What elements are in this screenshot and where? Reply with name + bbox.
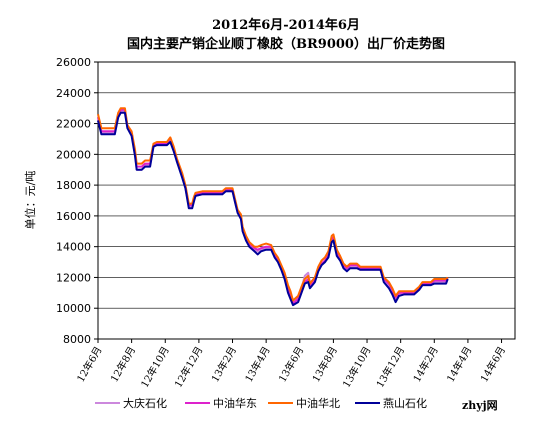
x-axis-ticks: 12年6月 12年8月 12年10月 12年12月 13年2月 13年4月 13年6月 13年…	[74, 339, 508, 390]
x-tick-label: 12年8月	[107, 344, 138, 384]
series-line	[97, 107, 449, 302]
y-tick-label: 18000	[56, 179, 91, 192]
x-tick-label: 12年6月	[74, 344, 105, 384]
x-tick-label: 14年4月	[444, 344, 475, 384]
x-tick-label: 14年2月	[410, 344, 441, 384]
legend-label: 大庆石化	[123, 396, 167, 410]
y-tick-label: 22000	[56, 118, 91, 131]
y-axis-label: 单位：元/吨	[23, 171, 37, 230]
grid-lines	[98, 92, 515, 309]
y-axis-ticks: 8000 10000 12000 14000 16000 18000 20000 22000 2…	[56, 56, 98, 346]
x-tick-label: 13年10月	[340, 344, 374, 390]
source-label: zhyj网	[462, 399, 498, 412]
y-tick-label: 24000	[56, 87, 91, 100]
series-line	[97, 111, 449, 307]
y-tick-label: 20000	[56, 148, 91, 161]
x-tick-label: 12年10月	[138, 344, 172, 390]
x-tick-label: 13年6月	[276, 344, 307, 384]
y-tick-label: 16000	[56, 210, 91, 223]
y-tick-label: 26000	[56, 56, 91, 69]
x-tick-label: 12年12月	[172, 344, 206, 390]
x-tick-label: 13年8月	[309, 344, 340, 384]
x-tick-label: 13年2月	[208, 344, 239, 384]
y-tick-label: 12000	[56, 271, 91, 284]
legend: 大庆石化 中油华东 中油华北 燕山石化	[95, 396, 427, 410]
legend-label: 中油华东	[213, 396, 257, 410]
chart-subtitle: 国内主要产销企业顺丁橡胶（BR9000）出厂价走势图	[127, 36, 445, 52]
x-tick-label: 13年4月	[242, 344, 273, 384]
y-tick-label: 8000	[63, 333, 91, 346]
chart-title: 2012年6月-2014年6月	[212, 17, 360, 33]
x-tick-label: 14年6月	[477, 344, 508, 384]
x-tick-label: 13年12月	[373, 344, 407, 390]
series-lines	[97, 107, 449, 307]
legend-label: 燕山石化	[383, 396, 427, 410]
legend-label: 中油华北	[296, 396, 340, 410]
y-tick-label: 14000	[56, 241, 91, 254]
plot-area	[97, 61, 516, 340]
y-tick-label: 10000	[56, 302, 91, 315]
